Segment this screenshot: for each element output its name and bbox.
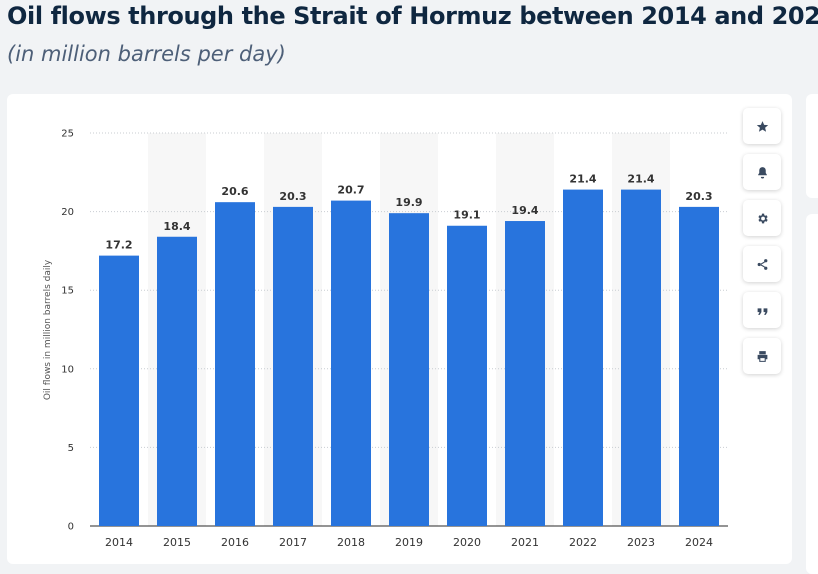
side-panel-bottom [806,214,818,574]
x-tick-label: 2019 [395,536,423,549]
data-label: 19.1 [453,209,480,222]
x-tick-label: 2020 [453,536,481,549]
bar-2015[interactable] [157,236,197,526]
chart-title: Oil flows through the Strait of Hormuz b… [7,2,818,30]
data-label: 21.4 [569,173,596,186]
favorite-button[interactable] [743,108,781,144]
x-tick-label: 2021 [511,536,539,549]
chart-toolbar [743,108,781,384]
print-button[interactable] [743,338,781,374]
y-tick-label: 20 [61,207,74,218]
bar-2018[interactable] [331,200,371,526]
x-tick-label: 2018 [337,536,365,549]
print-icon [757,350,767,362]
x-tick-label: 2014 [105,536,133,549]
y-tick-label: 25 [61,129,74,140]
quote-icon [757,307,767,315]
side-panel-top [806,94,818,198]
gear-icon [757,213,768,223]
data-label: 17.2 [105,239,132,252]
data-label: 20.3 [685,190,712,203]
settings-button[interactable] [743,200,781,236]
x-tick-label: 2015 [163,536,191,549]
y-tick-label: 10 [61,364,74,375]
bar-2022[interactable] [563,189,603,527]
cite-button[interactable] [743,292,781,328]
y-axis-title: Oil flows in million barrels daily [43,259,53,400]
bar-2020[interactable] [447,225,487,527]
data-label: 19.9 [395,196,422,209]
y-tick-label: 5 [68,443,74,454]
data-label: 18.4 [163,220,190,233]
data-label: 21.4 [627,173,654,186]
bar-2019[interactable] [389,213,429,526]
bar-2023[interactable] [621,189,661,527]
data-label: 20.6 [221,185,248,198]
bell-icon [757,166,767,178]
x-tick-label: 2024 [685,536,713,549]
bar-2017[interactable] [273,206,313,526]
y-tick-label: 0 [68,522,74,533]
x-tick-label: 2016 [221,536,249,549]
x-tick-label: 2022 [569,536,597,549]
star-icon [756,120,768,132]
data-label: 20.3 [279,190,306,203]
bar-2021[interactable] [505,221,545,527]
x-tick-label: 2017 [279,536,307,549]
share-icon [757,258,767,270]
share-button[interactable] [743,246,781,282]
data-label: 19.4 [511,204,538,217]
bar-chart: 0 5 10 15 20 25 17.2 2014 18.4 2015 20.6 2016 20.3 20… [43,129,728,549]
y-tick-label: 15 [61,286,74,297]
x-tick-label: 2023 [627,536,655,549]
data-label: 20.7 [337,184,364,197]
bar-2024[interactable] [679,206,719,526]
bar-2016[interactable] [215,202,255,526]
bar-2014[interactable] [99,255,139,526]
chart-subtitle: (in million barrels per day) [7,42,286,66]
notification-button[interactable] [743,154,781,190]
